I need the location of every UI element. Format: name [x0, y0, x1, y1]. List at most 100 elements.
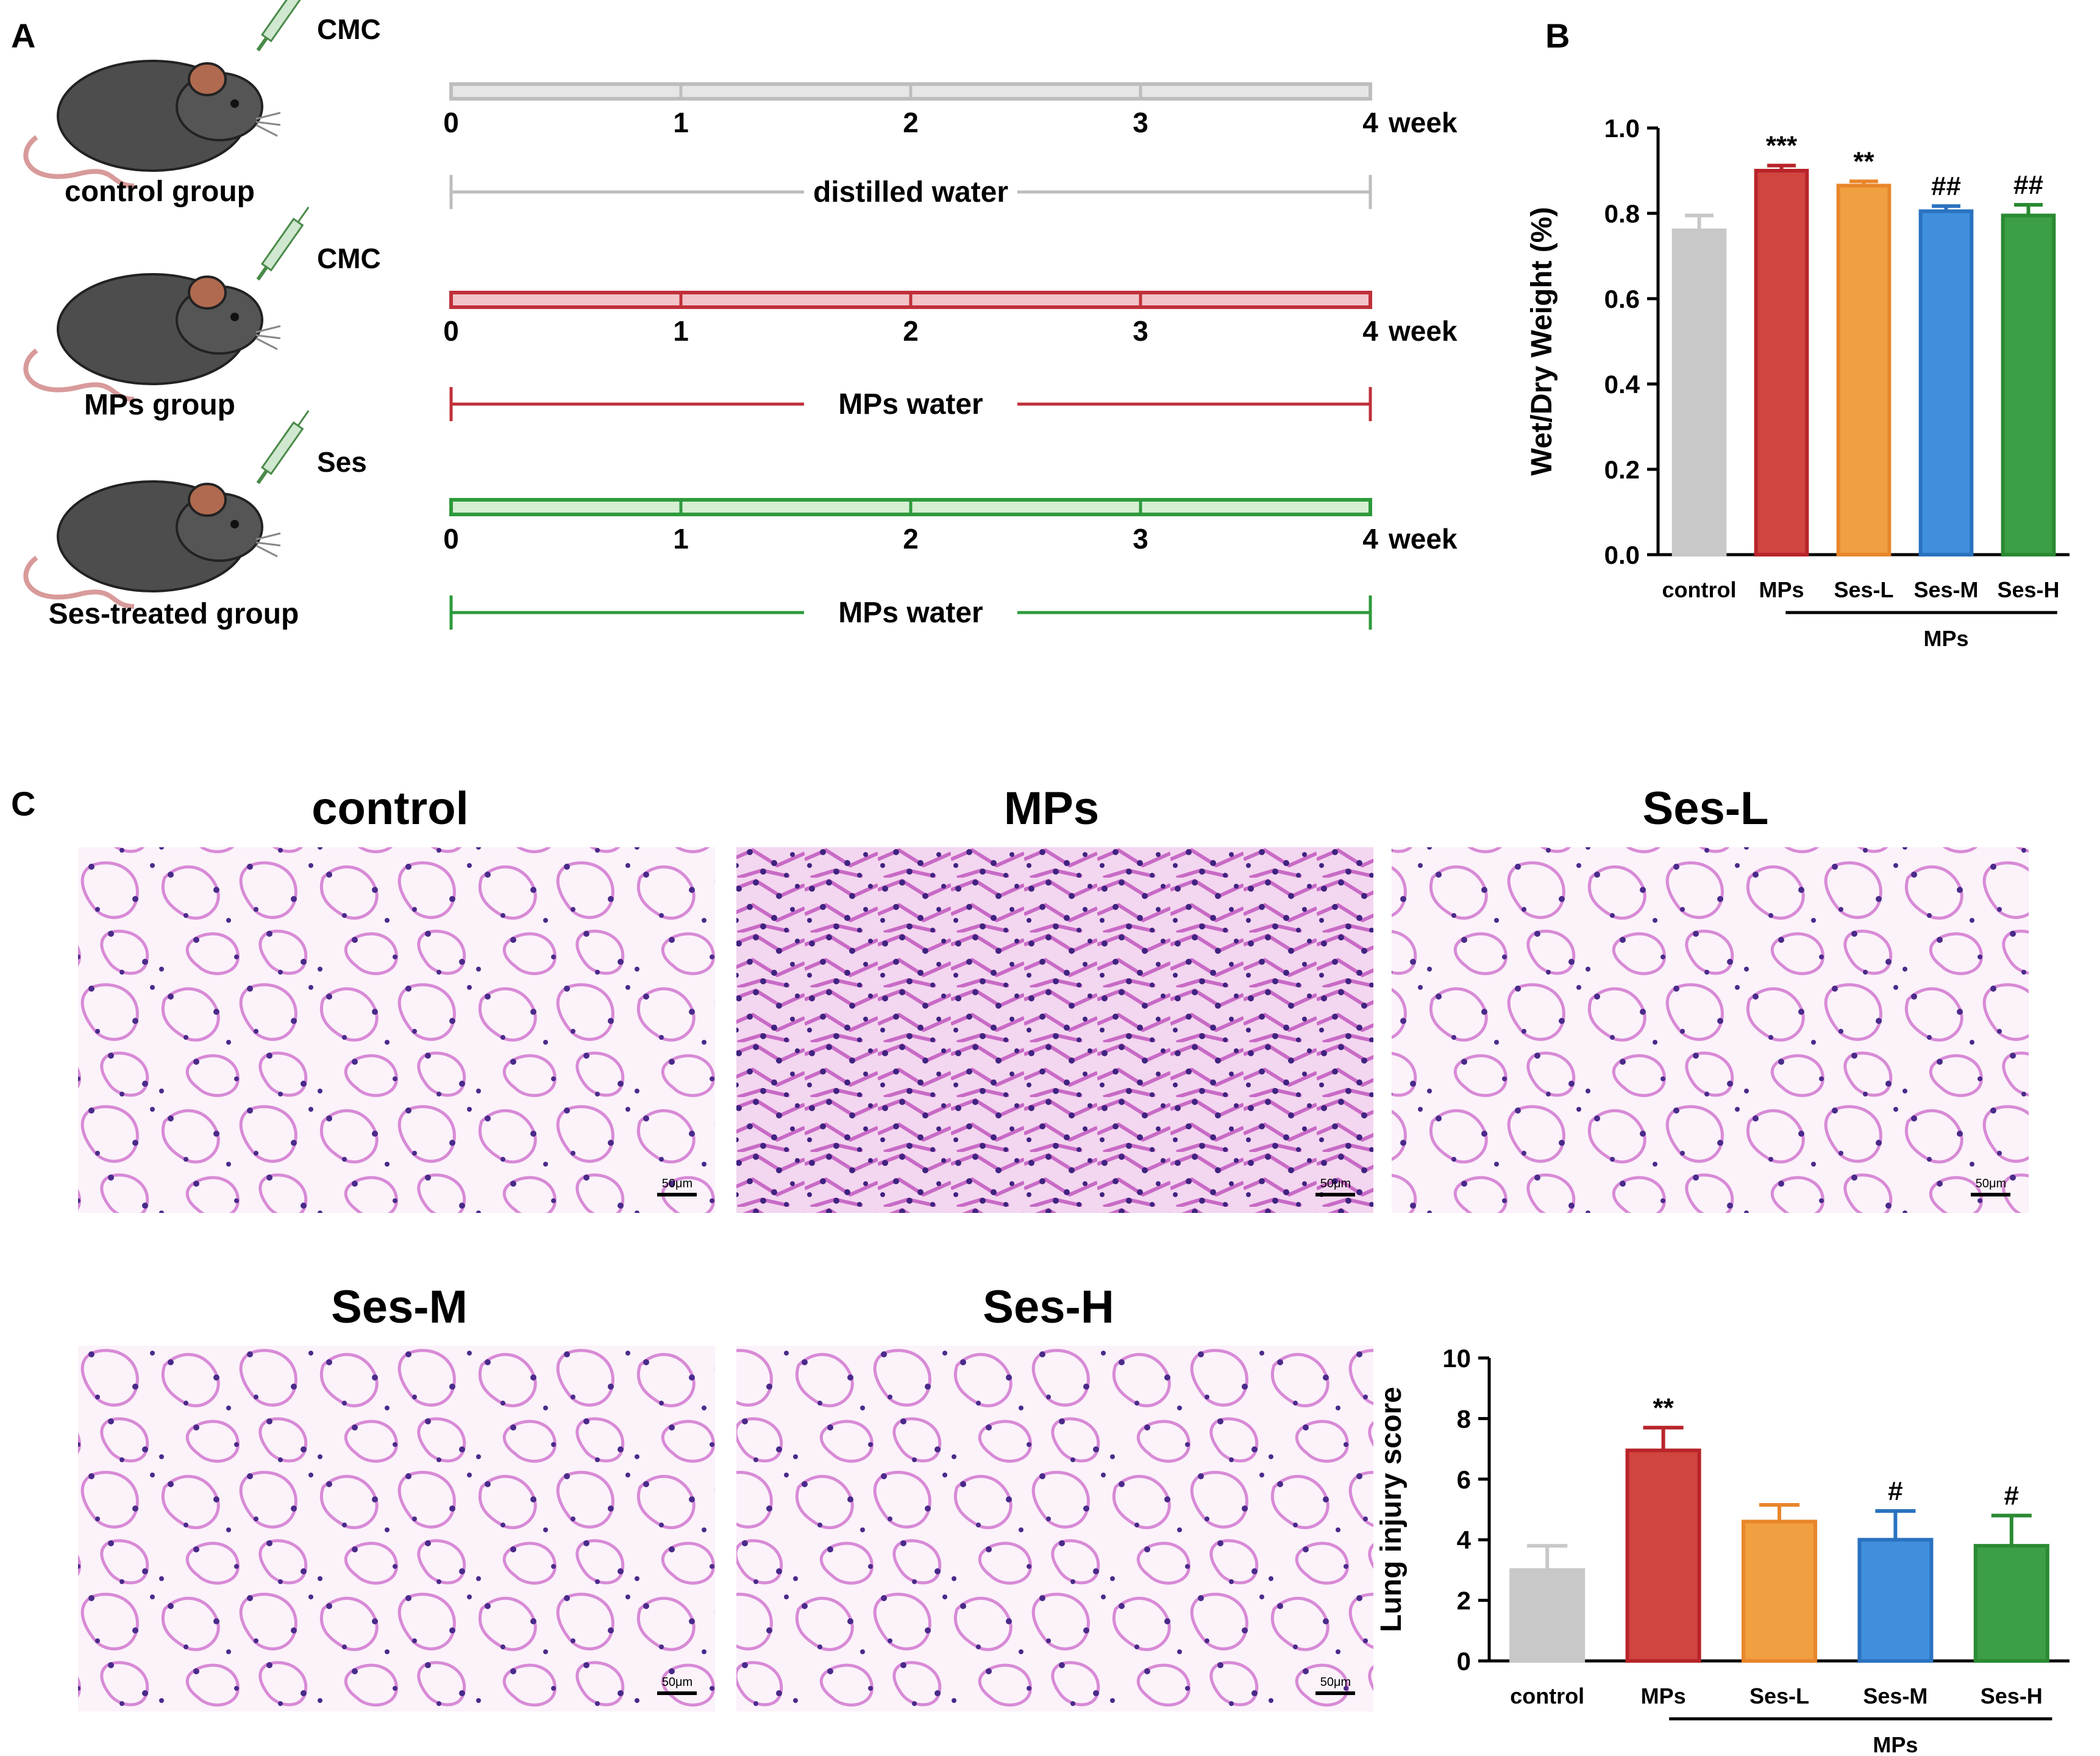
- week-label: 0: [443, 523, 459, 555]
- mouse-eye: [230, 99, 239, 108]
- x-tick-label: control: [1510, 1683, 1584, 1708]
- scale-bar-label: 50μm: [662, 1676, 692, 1689]
- y-tick-label: 0.2: [1604, 455, 1640, 484]
- y-tick-label: 0.8: [1604, 199, 1640, 228]
- syringe-plunger: [256, 37, 268, 52]
- mouse-icon: [23, 480, 281, 609]
- group-name: MPs group: [84, 389, 235, 421]
- y-tick-label: 2: [1457, 1587, 1471, 1615]
- bar-Ses-L: [1836, 183, 1892, 556]
- panel-letter-a: A: [11, 16, 35, 55]
- week-label: 3: [1133, 523, 1148, 555]
- histology-panel: Ses-L 50μm: [1392, 783, 2029, 1213]
- bar-Ses-L: [1741, 1520, 1818, 1663]
- scale-bar-label: 50μm: [1976, 1177, 2006, 1190]
- mouse-tail: [23, 135, 135, 188]
- histology-title: Ses-M: [331, 1281, 468, 1333]
- panel-letter-c: C: [11, 784, 35, 823]
- week-label: 4: [1362, 315, 1378, 347]
- mouse-icon: [23, 60, 281, 188]
- significance-label: ##: [1931, 171, 1961, 201]
- significance-label: #: [1888, 1476, 1902, 1506]
- y-tick-label: 4: [1457, 1526, 1472, 1554]
- panel-letter-b: B: [1545, 16, 1570, 55]
- histology-image: [1392, 847, 2029, 1213]
- y-tick-label: 0: [1457, 1647, 1471, 1676]
- bar-MPs: [1625, 1448, 1701, 1663]
- mouse-whiskers: [255, 112, 281, 137]
- histology-image: [736, 847, 1373, 1213]
- scale-bar-label: 50μm: [662, 1177, 692, 1190]
- agent-label: CMC: [317, 13, 381, 45]
- y-tick-label: 0.6: [1604, 285, 1640, 313]
- x-tick-label: Ses-L: [1749, 1683, 1809, 1708]
- syringe-icon: [256, 0, 304, 52]
- scale-bar-label: 50μm: [1320, 1177, 1351, 1190]
- histology-image: [736, 1346, 1373, 1712]
- syringe-barrel: [260, 0, 304, 43]
- agent-label: Ses: [317, 446, 367, 478]
- week-unit-label: week: [1388, 315, 1458, 347]
- week-label: 0: [443, 107, 459, 138]
- histology-panel: MPs 50μm: [736, 783, 1373, 1213]
- bar-Ses-H: [2001, 213, 2056, 556]
- syringe-barrel: [260, 421, 304, 475]
- syringe-needle: [297, 207, 310, 223]
- syringe-icon: [256, 207, 310, 281]
- histology-panel: Ses-M 50μm: [78, 1281, 715, 1712]
- week-label: 3: [1133, 107, 1148, 138]
- histology-image: [78, 1346, 715, 1712]
- timeline-row-0: CMC control group 0 1 2 3 4 week distilled water: [23, 0, 1458, 209]
- week-label: 1: [673, 107, 689, 138]
- syringe-plunger: [256, 469, 268, 485]
- histology-title: control: [311, 783, 469, 834]
- group-name: control group: [65, 176, 255, 208]
- bar-Ses-M: [1857, 1538, 1934, 1663]
- scale-bar-label: 50μm: [1320, 1676, 1351, 1689]
- histology-panel: control 50μm: [78, 783, 715, 1213]
- mouse-whiskers: [255, 532, 281, 558]
- bar-MPs: [1754, 169, 1809, 556]
- group-name: Ses-treated group: [49, 598, 299, 630]
- bar-Ses-M: [1918, 209, 1974, 556]
- x-tick-label: Ses-H: [1981, 1683, 2043, 1708]
- y-tick-label: 8: [1457, 1404, 1471, 1433]
- week-label: 2: [903, 315, 919, 347]
- x-tick-label: Ses-M: [1863, 1683, 1927, 1708]
- mouse-eye: [230, 313, 239, 321]
- y-axis-label: Lung injury score: [1375, 1387, 1408, 1632]
- panel-a: A CMC control group 0 1 2 3 4 week distilled wate…: [11, 0, 1458, 630]
- week-unit-label: week: [1388, 523, 1458, 555]
- mouse-eye: [230, 520, 239, 528]
- timeline-row-1: CMC MPs group 0 1 2 3 4 week MPs water: [23, 207, 1458, 421]
- x-tick-label: MPs: [1641, 1683, 1686, 1708]
- chart-lung-injury-score: 0 2 4 6 8 10 Lung injury score control ** MPs Ses-…: [1375, 1344, 2070, 1756]
- syringe-needle: [297, 410, 310, 427]
- x-tick-label: Ses-L: [1834, 577, 1893, 602]
- week-label: 1: [673, 523, 689, 555]
- y-tick-label: 6: [1457, 1465, 1471, 1494]
- mouse-tail: [23, 555, 135, 609]
- x-tick-label: MPs: [1759, 577, 1804, 602]
- y-tick-label: 10: [1442, 1344, 1471, 1373]
- x-tick-label: control: [1662, 577, 1737, 602]
- week-label: 0: [443, 315, 459, 347]
- week-label: 4: [1362, 107, 1378, 138]
- mouse-ear: [188, 275, 227, 310]
- mouse-ear: [188, 483, 227, 517]
- week-unit-label: week: [1388, 107, 1458, 138]
- mouse-icon: [23, 273, 281, 402]
- significance-label: **: [1853, 147, 1874, 177]
- histology-panel: Ses-H 50μm: [736, 1281, 1373, 1712]
- timeline-row-2: Ses Ses-treated group 0 1 2 3 4 week MPs water: [23, 410, 1458, 630]
- significance-label: ***: [1766, 131, 1798, 161]
- group-label: MPs: [1873, 1732, 1918, 1756]
- week-label: 3: [1133, 315, 1148, 347]
- bar-control: [1671, 229, 1727, 556]
- chart-wet-dry-weight: 0.0 0.2 0.4 0.6 0.8 1.0 Wet/Dry Weight (%) cont…: [1526, 114, 2070, 651]
- x-tick-label: Ses-H: [1997, 577, 2059, 602]
- week-label: 2: [903, 107, 919, 138]
- week-label: 1: [673, 315, 689, 347]
- significance-label: **: [1653, 1393, 1674, 1423]
